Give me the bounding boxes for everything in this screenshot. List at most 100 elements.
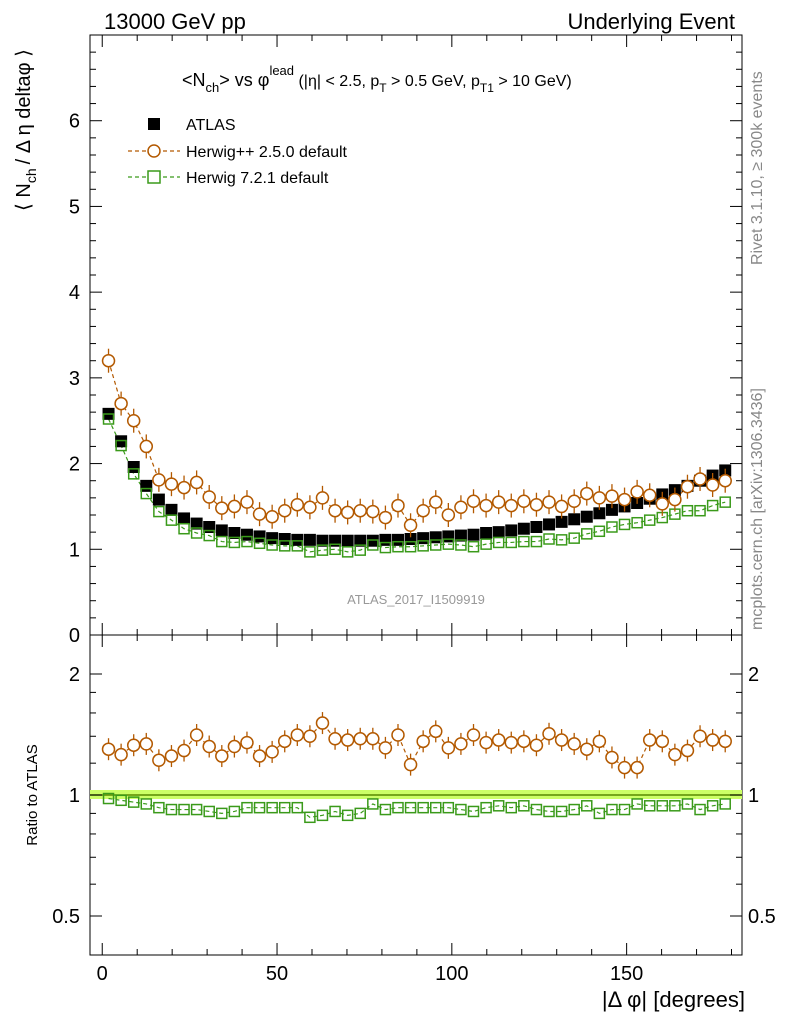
- herwig72-point: [153, 505, 165, 518]
- atlas-point: [605, 503, 618, 516]
- herwig25-ratio-point: [391, 728, 405, 742]
- herwig72-ratio-point: [241, 801, 253, 814]
- herwig25-ratio-point: [340, 733, 355, 747]
- herwig72-ratio-point: [543, 805, 555, 818]
- herwig25-point: [366, 504, 380, 519]
- herwig25-ratio-point: [705, 733, 720, 747]
- ratio-y-tick-label-right: 2: [748, 664, 759, 686]
- axis-ticks: 0 1 2 3 4 5 6 0.5 0.5 1 1 2 2 0 50 100 150: [52, 35, 776, 985]
- top-y-axis-label: ⟨ Nch/ Δ η deltaφ ⟩: [13, 49, 39, 211]
- top-y-tick-label: 5: [69, 196, 80, 218]
- atlas-point: [152, 493, 165, 506]
- herwig72-ratio-point: [505, 801, 518, 814]
- legend-herwig25-label: Herwig++ 2.5.0 default: [186, 144, 348, 161]
- herwig25-point: [642, 488, 657, 503]
- herwig25-ratio-point: [114, 747, 128, 762]
- herwig72-ratio-point: [681, 798, 694, 810]
- herwig25-ratio-point: [164, 749, 179, 763]
- atlas-point: [580, 510, 593, 523]
- herwig25-ratio-point: [554, 733, 569, 747]
- ratio-y-tick-label-right: 1: [748, 785, 759, 807]
- herwig72-ratio-point: [140, 798, 153, 810]
- herwig72-ratio-point: [102, 792, 115, 805]
- herwig72-ratio-point: [442, 801, 455, 814]
- herwig25-ratio-point: [479, 735, 493, 750]
- atlas-point: [354, 534, 367, 547]
- atlas-point: [303, 533, 316, 546]
- herwig72-ratio-point: [694, 803, 706, 816]
- atlas-point: [215, 524, 228, 537]
- herwig72-ratio-point: [593, 807, 606, 820]
- herwig25-ratio-point: [529, 738, 544, 752]
- herwig25-point: [227, 499, 242, 514]
- herwig25-point: [441, 508, 456, 522]
- top-y-tick-label: 6: [69, 111, 80, 133]
- herwig25-ratio-point: [227, 739, 242, 754]
- atlas-point: [593, 507, 606, 520]
- herwig25-ratio-point: [378, 741, 393, 755]
- herwig25-point: [403, 518, 418, 533]
- rivet-label: Rivet 3.1.10, ≥ 300k events: [749, 71, 766, 265]
- herwig25-point: [542, 495, 556, 509]
- herwig25-ratio-point: [567, 737, 581, 751]
- herwig72-ratio-point: [518, 800, 530, 812]
- herwig72-point: [505, 536, 518, 549]
- herwig25-ratio-point: [152, 753, 166, 768]
- atlas-point: [291, 533, 304, 546]
- atlas-point: [555, 515, 568, 528]
- herwig72-point: [581, 528, 593, 540]
- legend-herwig72-label: Herwig 7.2.1 default: [186, 170, 329, 187]
- herwig25-ratio-point: [580, 742, 594, 756]
- herwig25-ratio-point: [315, 716, 330, 730]
- herwig25-point: [177, 480, 191, 495]
- herwig72-point: [417, 540, 429, 552]
- herwig25-point: [605, 489, 619, 503]
- x-tick-label: 50: [266, 963, 288, 985]
- herwig72-point: [341, 546, 354, 558]
- top-y-tick-label: 1: [69, 539, 80, 561]
- herwig25-ratio-point: [718, 734, 732, 749]
- atlas-point: [543, 518, 556, 531]
- herwig72-point: [253, 537, 266, 550]
- x-tick-label: 150: [610, 963, 643, 985]
- herwig72-ratio-point: [354, 807, 366, 820]
- herwig72-ratio-point: [115, 794, 127, 807]
- atlas-point: [316, 534, 329, 547]
- herwig25-point: [139, 439, 154, 454]
- herwig72-ratio-point: [467, 805, 480, 818]
- herwig72-ratio-point: [492, 800, 505, 812]
- herwig25-ratio-point: [265, 745, 279, 759]
- herwig25-ratio-line: [108, 722, 726, 769]
- atlas-point: [429, 531, 442, 544]
- herwig72-point: [593, 525, 606, 538]
- header-right: Underlying Event: [567, 9, 735, 34]
- herwig72-ratio-point: [480, 801, 492, 814]
- herwig25-point: [580, 486, 594, 501]
- herwig72-point: [216, 535, 228, 548]
- herwig72-point: [719, 496, 731, 508]
- herwig72-point: [430, 539, 442, 551]
- herwig72-point: [606, 521, 618, 533]
- herwig72-point: [278, 540, 291, 552]
- herwig72-ratio-point: [367, 798, 379, 810]
- herwig72-point: [392, 540, 404, 553]
- atlas-point: [165, 503, 178, 516]
- herwig72-ratio-point: [190, 803, 203, 816]
- herwig25-ratio-point: [617, 760, 632, 775]
- herwig25-ratio-point: [290, 728, 305, 742]
- herwig25-point: [554, 499, 569, 514]
- herwig72-ratio-point: [631, 798, 643, 810]
- herwig72-point: [643, 514, 656, 526]
- herwig72-point: [618, 518, 631, 531]
- herwig72-point: [568, 532, 580, 544]
- herwig25-point: [290, 497, 305, 512]
- herwig25-ratio-point: [655, 734, 670, 749]
- x-tick-label: 0: [97, 963, 108, 985]
- herwig25-ratio-point: [466, 728, 481, 742]
- herwig25-point: [655, 497, 670, 511]
- herwig25-point: [277, 503, 292, 518]
- herwig72-ratio-point: [228, 805, 241, 818]
- atlas-point: [492, 526, 505, 539]
- herwig72-point: [115, 439, 127, 452]
- herwig72-point: [480, 538, 492, 550]
